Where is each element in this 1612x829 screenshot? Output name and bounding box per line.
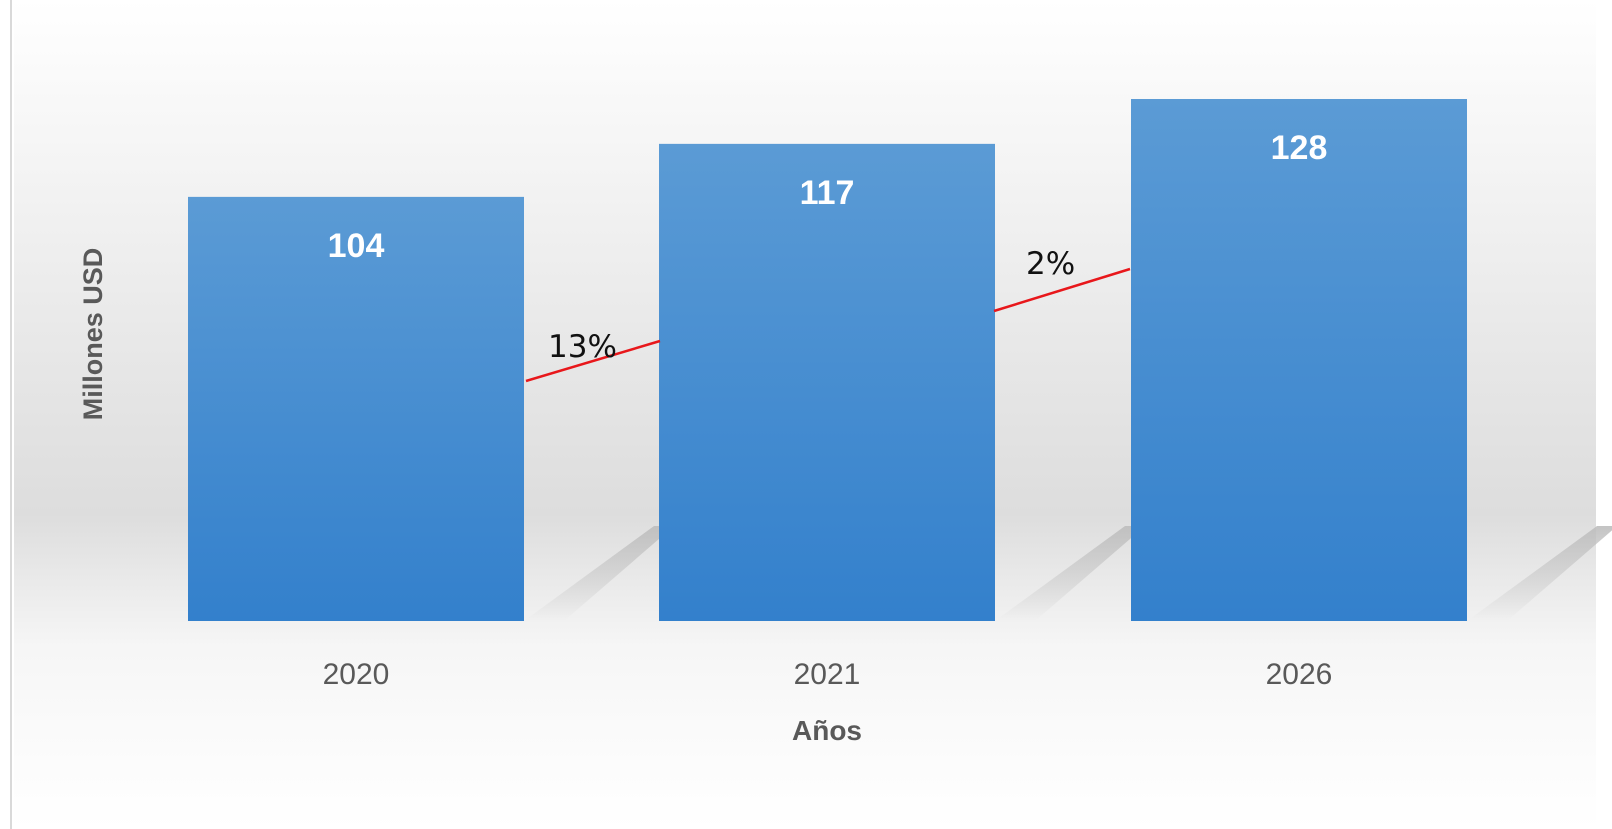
growth-label-1: 13% — [548, 329, 617, 365]
x-tick-label-2021: 2021 — [794, 658, 861, 691]
growth-line-1 — [525, 339, 661, 383]
bar-2021 — [659, 143, 995, 621]
x-tick-label-2026: 2026 — [1266, 658, 1333, 691]
x-tick-label-2020: 2020 — [323, 658, 390, 691]
bar-2026 — [1131, 99, 1467, 621]
value-label-2021: 117 — [800, 174, 855, 212]
growth-line-2 — [993, 267, 1131, 313]
x-axis-title: Años — [792, 715, 862, 746]
bar-shadow — [1467, 526, 1612, 621]
bar-shadow — [524, 526, 674, 621]
growth-label-2: 2% — [1026, 246, 1075, 282]
y-axis-title: Millones USD — [78, 248, 108, 421]
value-label-2020: 104 — [328, 227, 385, 265]
bar-2020 — [188, 196, 524, 621]
bar-shadow — [995, 526, 1145, 621]
value-label-2026: 128 — [1271, 129, 1328, 167]
